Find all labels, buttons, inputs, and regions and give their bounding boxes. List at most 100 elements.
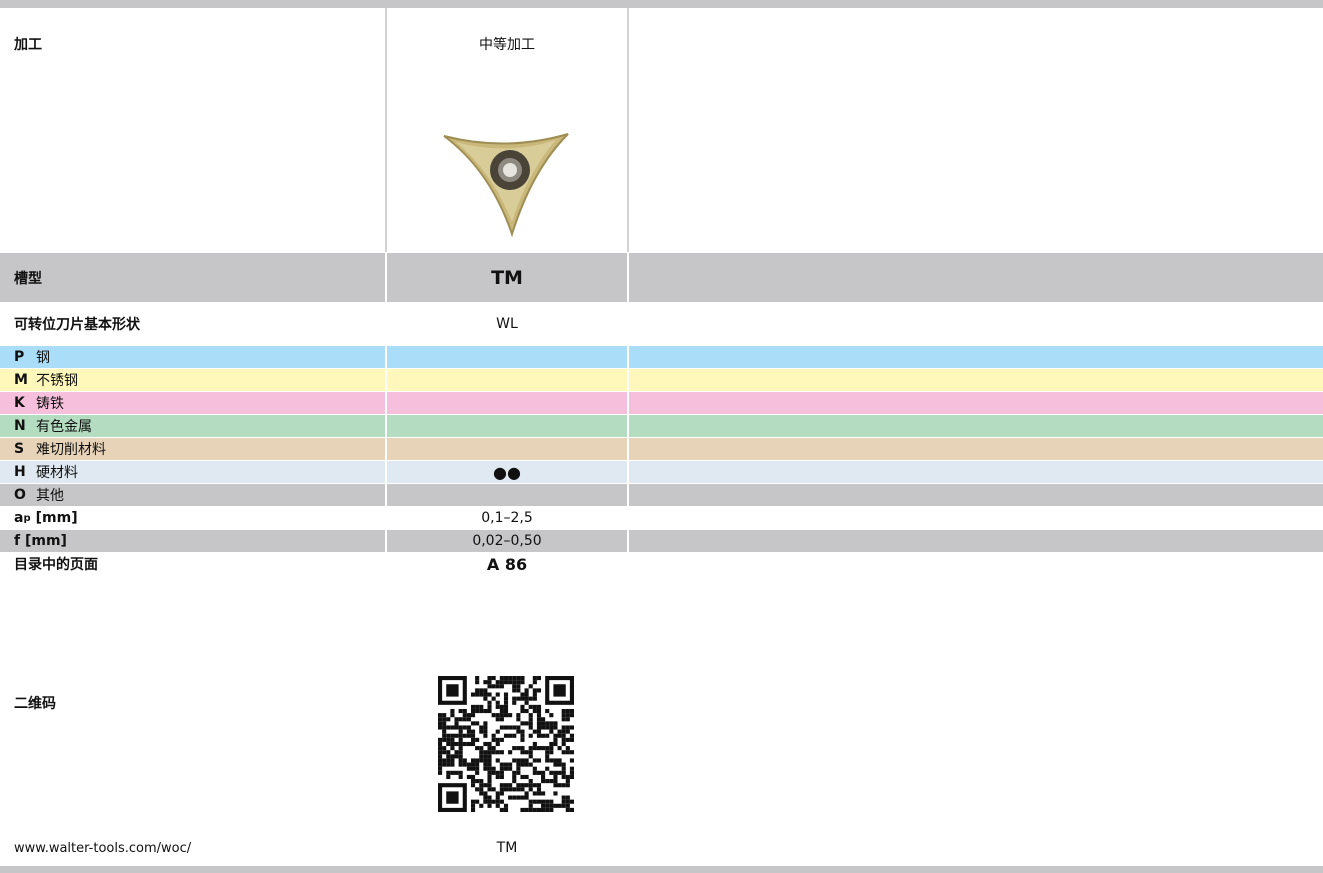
qr-module: [458, 754, 463, 759]
qr-module: [516, 725, 521, 730]
qr-module: [528, 713, 533, 718]
qr-module: [561, 803, 566, 808]
qr-module: [532, 791, 537, 796]
qr-module: [508, 676, 513, 681]
qr-module: [495, 791, 500, 796]
cell: [629, 253, 1323, 302]
qr-module: [470, 729, 476, 734]
qr-module: [512, 770, 517, 775]
qr-module: [520, 807, 525, 812]
qr-module: [565, 807, 570, 812]
qr-module: [516, 696, 521, 701]
qr-module: [565, 799, 570, 804]
qr-module: [495, 737, 500, 742]
material-code: N: [14, 418, 26, 434]
qr-module: [446, 737, 451, 742]
qr-module: [466, 717, 471, 722]
qr-module: [553, 758, 558, 763]
qr-module: [528, 762, 533, 767]
qr-module: [553, 770, 558, 775]
qr-module: [470, 692, 476, 697]
qr-module: [487, 787, 492, 792]
row: 二维码: [0, 576, 1323, 830]
qr-module: [532, 696, 537, 701]
label: www.walter-tools.com/woc/: [14, 840, 192, 856]
value: A 86: [486, 554, 528, 574]
qr-module: [462, 758, 467, 763]
label: M 不锈钢: [0, 369, 385, 391]
label: a p [mm]: [0, 507, 385, 529]
qr-module: [524, 692, 529, 697]
label: 二维码: [14, 696, 56, 712]
qr-module: [470, 737, 476, 742]
qr-module: [487, 770, 492, 775]
qr-module: [483, 766, 488, 771]
qr-module: [524, 721, 529, 726]
qr-module: [532, 692, 537, 697]
qr-module: [520, 729, 525, 734]
qr-module: [524, 807, 529, 812]
value: ●●: [387, 461, 627, 483]
qr-module: [491, 799, 496, 804]
qr-module: [553, 762, 558, 767]
qr-module: [516, 762, 521, 767]
qr-module: [458, 725, 463, 730]
qr-module: [499, 704, 504, 709]
qr-module: [458, 729, 463, 734]
qr-module: [545, 733, 550, 738]
qr-module: [541, 733, 546, 738]
qr-module: [458, 708, 463, 714]
qr-module: [491, 733, 496, 738]
qr-module: [470, 803, 476, 808]
qr-module: [483, 721, 488, 726]
qr-module: [528, 746, 533, 751]
qr-module: [561, 725, 566, 730]
qr-module: [458, 762, 463, 767]
qr-module: [495, 713, 500, 718]
qr-module: [503, 708, 509, 714]
qr-module: [495, 729, 500, 734]
qr-module: [512, 700, 517, 705]
qr-module: [446, 741, 451, 747]
qr-module: [450, 737, 455, 742]
qr-module: [557, 746, 562, 751]
qr-module: [549, 758, 554, 763]
qr-module: [487, 795, 492, 800]
qr-module: [516, 770, 521, 775]
qr-module: [512, 733, 517, 738]
material-name: 不锈钢: [36, 373, 78, 389]
qr-module: [475, 746, 480, 751]
qr-module: [470, 721, 476, 726]
qr-module: [508, 783, 513, 788]
qr-module: [528, 750, 533, 755]
qr-module: [545, 721, 550, 726]
qr-module: [532, 783, 537, 788]
qr-module: [553, 737, 558, 742]
qr-module: [524, 708, 529, 714]
value: 0,02–0,50: [387, 530, 627, 552]
qr-module: [528, 779, 533, 784]
qr-module: [545, 746, 550, 751]
qr-module: [442, 733, 447, 738]
qr-module: [512, 676, 517, 681]
qr-module: [499, 713, 504, 718]
label: 加工: [14, 37, 42, 53]
qr-module: [491, 713, 496, 718]
qr-module: [532, 770, 537, 775]
qr-module: [438, 762, 443, 767]
qr-module: [520, 692, 525, 697]
qr-module: [553, 684, 566, 697]
qr-module: [561, 717, 566, 722]
cell: [629, 392, 1323, 414]
qr-module: [491, 684, 496, 689]
qr-module: [536, 733, 542, 738]
qr-module: [499, 762, 504, 767]
symbol: a: [14, 510, 24, 526]
qr-module: [483, 708, 488, 714]
qr-module: [528, 754, 533, 759]
cell: [629, 461, 1323, 483]
qr-module: [495, 803, 500, 808]
value: [387, 438, 627, 460]
qr-module: [495, 680, 500, 685]
qr-module: [561, 708, 566, 714]
